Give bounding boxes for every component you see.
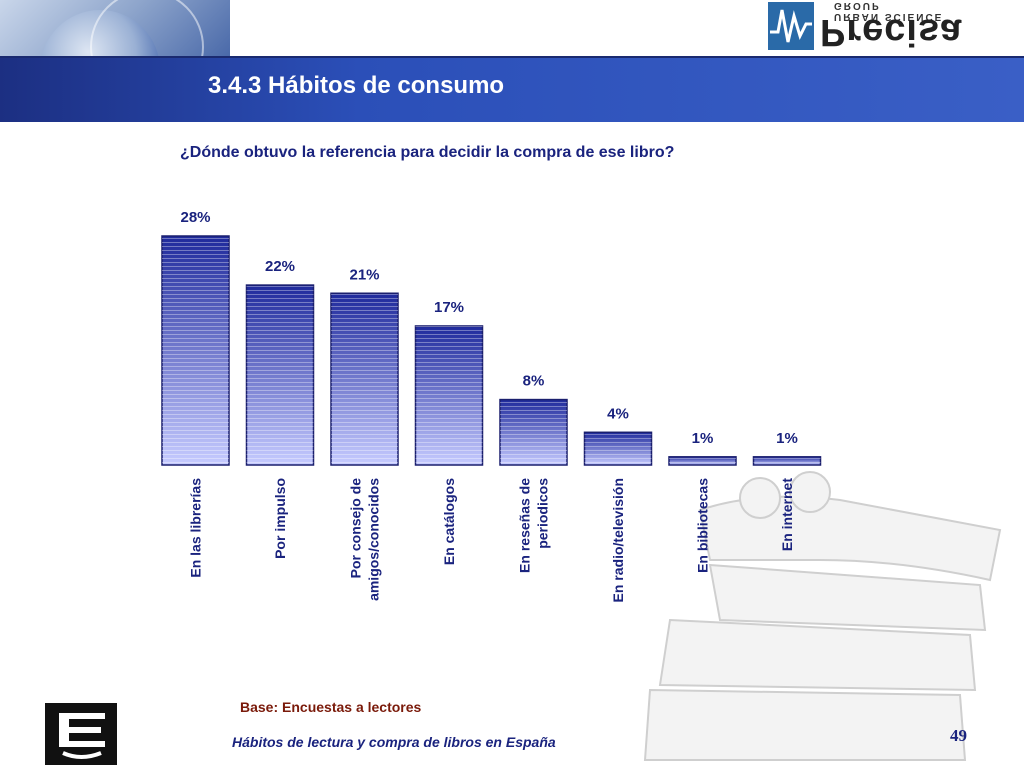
category-label-line: En bibliotecas [695, 478, 711, 573]
bar-texture [246, 285, 314, 465]
category-label-line: En radio/televisión [610, 478, 626, 602]
chart-title: ¿Dónde obtuvo la referencia para decidir… [180, 144, 675, 161]
category-label: En reseñas de periodicos [517, 478, 551, 573]
category-label: En bibliotecas [695, 478, 711, 573]
page-number: 49 [950, 726, 967, 745]
data-label: 4% [607, 405, 629, 422]
bar-group: 28% En las librerías [161, 209, 230, 578]
bar-group: 4% En radio/televisión [583, 405, 653, 602]
category-label: En las librerías [188, 478, 204, 578]
footer-base-note: Base: Encuestas a lectores [240, 699, 422, 715]
category-label-line: Por consejo de [348, 478, 364, 579]
data-label: 1% [776, 430, 798, 447]
category-label-line: En internet [779, 478, 795, 551]
category-label-line: En reseñas de [517, 478, 533, 573]
category-label-line: amigos/conocidos [366, 478, 382, 601]
bar-texture [753, 456, 821, 465]
category-label-line: En las librerías [188, 478, 204, 578]
bar-texture [415, 325, 483, 465]
logo-wave-icon [768, 2, 814, 50]
bar-group: 1% En bibliotecas [668, 430, 737, 573]
data-label: 1% [692, 430, 714, 447]
data-label: 22% [265, 258, 295, 275]
bar-group: 22% Por impulso [245, 258, 315, 559]
data-label: 21% [349, 266, 379, 283]
category-label: En internet [779, 478, 795, 551]
data-label: 17% [434, 299, 464, 316]
bar-group: 17% En catálogos [414, 299, 484, 565]
header-bar [0, 56, 1024, 122]
bar-group: 21% Por consejo de amigos/conocidos [330, 266, 399, 601]
page-title: 3.4.3 Hábitos de consumo [208, 72, 505, 99]
category-label: En radio/televisión [610, 478, 626, 602]
category-label: Por impulso [272, 478, 288, 559]
corner-logo-icon [45, 703, 117, 765]
company-logo: URBAN SCIENCE GROUP Precisa [768, 0, 988, 53]
footer-report-title: Hábitos de lectura y compra de libros en… [232, 734, 556, 750]
bar-texture [331, 293, 398, 465]
category-label-line: periodicos [535, 478, 551, 549]
category-label: Por consejo de amigos/conocidos [348, 478, 382, 601]
category-label: En catálogos [441, 478, 457, 565]
bar-texture [584, 432, 652, 465]
bar-texture [669, 456, 736, 465]
books-illustration [643, 471, 1002, 761]
category-label-line: Por impulso [272, 478, 288, 559]
bar-group: 1% En internet [752, 430, 822, 551]
data-label: 28% [180, 209, 210, 226]
bar-texture [500, 399, 567, 465]
category-label-line: En catálogos [441, 478, 457, 565]
bar-group: 8% En reseñas de periodicos [499, 373, 568, 573]
bar-texture [162, 236, 229, 465]
data-label: 8% [523, 373, 545, 390]
